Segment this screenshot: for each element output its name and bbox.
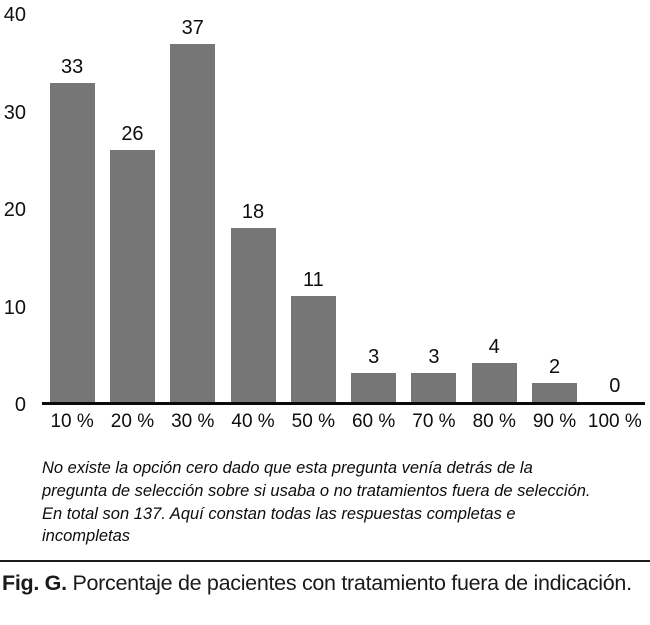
figure-caption-text: Porcentaje de pacientes con tratamiento …	[72, 571, 632, 596]
bar-value-label: 0	[609, 375, 621, 397]
bar-value-label: 3	[428, 345, 440, 368]
x-tick-label: 80 %	[472, 411, 516, 432]
y-axis: 0 10 20 30 40	[0, 5, 26, 415]
bar-chart: 0 10 20 30 40 33 26 37 18 11 3 3 4 2 0 10 % 20 % 30 % 40…	[0, 5, 645, 433]
x-tick-label: 10 %	[50, 411, 94, 432]
bar-value-label: 3	[368, 345, 380, 368]
y-tick-label: 10	[3, 296, 26, 319]
plot-area: 33 26 37 18 11 3 3 4 2 0	[42, 15, 645, 405]
figure-label: Fig. G.	[2, 571, 67, 596]
bar	[532, 382, 578, 402]
bar-value-label: 18	[241, 200, 265, 223]
bar-group: 37	[163, 15, 223, 402]
x-tick-label: 60 %	[351, 411, 396, 432]
x-axis-labels: 10 % 20 % 30 % 40 % 50 % 60 % 70 % 80 % 90 % 100 …	[42, 411, 645, 433]
bar-value-label: 26	[121, 123, 144, 146]
bar-group: 26	[102, 15, 162, 402]
bar-group: 0	[585, 15, 645, 402]
x-tick-label: 40 %	[231, 411, 275, 432]
bar-group: 18	[223, 15, 283, 402]
bar-group: 2	[524, 15, 584, 402]
y-tick-label: 0	[14, 394, 26, 416]
bar	[411, 372, 457, 402]
bar	[109, 150, 155, 402]
bar-value-label: 33	[61, 55, 84, 78]
bar-value-label: 4	[488, 336, 500, 359]
chart-note: No existe la opción cero dado que esta p…	[42, 459, 591, 546]
bar-value-label: 11	[302, 268, 324, 291]
bar	[471, 363, 517, 402]
bar-group: 33	[42, 15, 102, 402]
y-tick-label: 40	[3, 4, 26, 26]
x-tick-label: 70 %	[412, 411, 456, 432]
figure-panel: 0 10 20 30 40 33 26 37 18 11 3 3 4 2 0 10 % 20 % 30 % 40…	[0, 5, 650, 597]
bar-value-label: 37	[181, 17, 204, 40]
bar-value-label: 2	[548, 355, 561, 378]
bar	[49, 82, 95, 402]
x-tick-label: 90 %	[532, 411, 577, 432]
x-tick-label: 30 %	[171, 411, 215, 432]
y-tick-label: 30	[3, 101, 26, 124]
bar	[230, 227, 276, 402]
x-tick-label: 20 %	[110, 411, 155, 432]
caption-divider	[0, 560, 650, 563]
figure-caption: Fig. G. Porcentaje de pacientes con trat…	[0, 569, 650, 597]
x-tick-label: 100 %	[587, 411, 642, 432]
bar-group: 3	[404, 15, 464, 402]
bar	[351, 372, 397, 402]
y-tick-label: 20	[3, 199, 26, 221]
bar	[170, 44, 216, 402]
bar	[290, 295, 336, 402]
bar-group: 11	[283, 15, 343, 402]
bar-group: 3	[343, 15, 403, 402]
x-tick-label: 50 %	[291, 411, 335, 432]
bar-group: 4	[464, 15, 524, 402]
